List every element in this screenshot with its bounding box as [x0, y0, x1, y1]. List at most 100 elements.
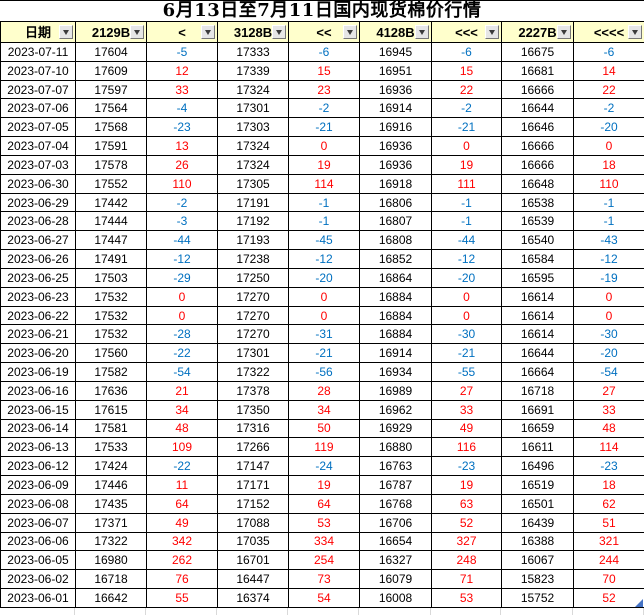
price-cell-2227b[interactable]: 16614: [501, 286, 574, 307]
change-cell-change-4[interactable]: -2: [573, 98, 644, 119]
change-cell-change-2[interactable]: 119: [288, 437, 360, 458]
price-cell-4128b[interactable]: 16914: [359, 343, 432, 364]
date-cell[interactable]: 2023-06-15: [0, 399, 76, 420]
price-cell-2129b[interactable]: 17591: [75, 136, 147, 156]
change-cell-change-1[interactable]: 64: [146, 493, 218, 514]
price-cell-2129b[interactable]: 17609: [75, 60, 147, 81]
price-cell-2227b[interactable]: 15752: [501, 588, 574, 608]
price-cell-2129b[interactable]: 17322: [75, 531, 147, 552]
date-cell[interactable]: 2023-07-05: [0, 117, 76, 138]
change-cell-change-1[interactable]: 26: [146, 154, 218, 175]
change-cell-change-3[interactable]: 327: [431, 531, 502, 552]
change-cell-change-1[interactable]: 48: [146, 418, 218, 439]
date-cell[interactable]: 2023-06-22: [0, 305, 76, 326]
price-cell-4128b[interactable]: 16918: [359, 173, 432, 194]
change-cell-change-1[interactable]: -12: [146, 249, 218, 269]
price-cell-3128b[interactable]: 17147: [217, 456, 289, 477]
date-cell[interactable]: 2023-07-03: [0, 154, 76, 175]
date-cell[interactable]: 2023-06-12: [0, 456, 76, 477]
price-cell-3128b[interactable]: 17378: [217, 380, 289, 401]
price-cell-2129b[interactable]: 17578: [75, 154, 147, 175]
change-cell-change-2[interactable]: 0: [288, 136, 360, 156]
date-cell[interactable]: 2023-06-30: [0, 173, 76, 194]
price-cell-3128b[interactable]: 17238: [217, 249, 289, 269]
change-cell-change-4[interactable]: 51: [573, 512, 644, 533]
change-cell-change-4[interactable]: 110: [573, 173, 644, 194]
date-cell[interactable]: 2023-06-09: [0, 475, 76, 495]
change-cell-change-3[interactable]: -20: [431, 267, 502, 288]
price-cell-3128b[interactable]: 17350: [217, 399, 289, 420]
date-cell[interactable]: 2023-06-28: [0, 211, 76, 232]
date-cell[interactable]: 2023-07-06: [0, 98, 76, 119]
change-cell-change-1[interactable]: 21: [146, 380, 218, 401]
change-cell-change-3[interactable]: -44: [431, 230, 502, 251]
date-cell[interactable]: 2023-06-06: [0, 531, 76, 552]
price-cell-4128b[interactable]: 16763: [359, 456, 432, 477]
date-cell[interactable]: 2023-06-08: [0, 493, 76, 514]
change-cell-change-1[interactable]: -3: [146, 211, 218, 232]
date-cell[interactable]: 2023-06-14: [0, 418, 76, 439]
change-cell-change-1[interactable]: 0: [146, 286, 218, 307]
price-cell-2129b[interactable]: 17582: [75, 362, 147, 382]
date-cell[interactable]: 2023-07-10: [0, 60, 76, 81]
change-cell-change-4[interactable]: 0: [573, 305, 644, 326]
price-cell-2227b[interactable]: 16681: [501, 60, 574, 81]
change-cell-change-2[interactable]: 0: [288, 286, 360, 307]
change-cell-change-4[interactable]: -6: [573, 42, 644, 62]
change-cell-change-4[interactable]: 114: [573, 437, 644, 458]
price-cell-4128b[interactable]: 16787: [359, 475, 432, 495]
change-cell-change-4[interactable]: -23: [573, 456, 644, 477]
date-cell[interactable]: 2023-06-23: [0, 286, 76, 307]
change-cell-change-1[interactable]: -44: [146, 230, 218, 251]
change-cell-change-3[interactable]: 49: [431, 418, 502, 439]
change-cell-change-4[interactable]: 62: [573, 493, 644, 514]
change-cell-change-3[interactable]: 15: [431, 60, 502, 81]
date-cell[interactable]: 2023-06-21: [0, 324, 76, 345]
price-cell-4128b[interactable]: 16807: [359, 211, 432, 232]
change-cell-change-4[interactable]: -1: [573, 211, 644, 232]
date-cell[interactable]: 2023-07-07: [0, 79, 76, 100]
price-cell-4128b[interactable]: 16951: [359, 60, 432, 81]
change-cell-change-3[interactable]: 33: [431, 399, 502, 420]
change-cell-change-3[interactable]: 111: [431, 173, 502, 194]
change-cell-change-2[interactable]: 334: [288, 531, 360, 552]
date-cell[interactable]: 2023-06-01: [0, 588, 76, 608]
date-cell[interactable]: 2023-07-04: [0, 136, 76, 156]
price-cell-2227b[interactable]: 16691: [501, 399, 574, 420]
change-cell-change-2[interactable]: -56: [288, 362, 360, 382]
date-cell[interactable]: 2023-06-16: [0, 380, 76, 401]
filter-dropdown-button[interactable]: [415, 25, 429, 39]
price-cell-2129b[interactable]: 17581: [75, 418, 147, 439]
price-cell-2129b[interactable]: 17503: [75, 267, 147, 288]
change-cell-change-4[interactable]: -30: [573, 324, 644, 345]
date-cell[interactable]: 2023-06-13: [0, 437, 76, 458]
change-cell-change-4[interactable]: 18: [573, 154, 644, 175]
price-cell-3128b[interactable]: 17316: [217, 418, 289, 439]
change-cell-change-3[interactable]: -21: [431, 117, 502, 138]
change-cell-change-2[interactable]: 19: [288, 154, 360, 175]
price-cell-4128b[interactable]: 16806: [359, 192, 432, 213]
price-cell-2129b[interactable]: 17533: [75, 437, 147, 458]
change-cell-change-4[interactable]: -20: [573, 117, 644, 138]
change-cell-change-4[interactable]: 321: [573, 531, 644, 552]
change-cell-change-4[interactable]: 0: [573, 136, 644, 156]
change-cell-change-4[interactable]: -54: [573, 362, 644, 382]
price-cell-2227b[interactable]: 16538: [501, 192, 574, 213]
date-cell[interactable]: 2023-06-26: [0, 249, 76, 269]
price-cell-3128b[interactable]: 16701: [217, 550, 289, 571]
change-cell-change-4[interactable]: 33: [573, 399, 644, 420]
price-cell-2227b[interactable]: 16439: [501, 512, 574, 533]
change-cell-change-4[interactable]: -19: [573, 267, 644, 288]
price-cell-4128b[interactable]: 16880: [359, 437, 432, 458]
change-cell-change-3[interactable]: -55: [431, 362, 502, 382]
change-cell-change-2[interactable]: 15: [288, 60, 360, 81]
price-cell-2227b[interactable]: 16644: [501, 98, 574, 119]
change-cell-change-1[interactable]: -28: [146, 324, 218, 345]
change-cell-change-4[interactable]: 48: [573, 418, 644, 439]
filter-dropdown-button[interactable]: [628, 25, 642, 39]
change-cell-change-4[interactable]: 14: [573, 60, 644, 81]
change-cell-change-1[interactable]: 11: [146, 475, 218, 495]
change-cell-change-1[interactable]: -5: [146, 42, 218, 62]
change-cell-change-2[interactable]: -31: [288, 324, 360, 345]
change-cell-change-2[interactable]: -21: [288, 343, 360, 364]
